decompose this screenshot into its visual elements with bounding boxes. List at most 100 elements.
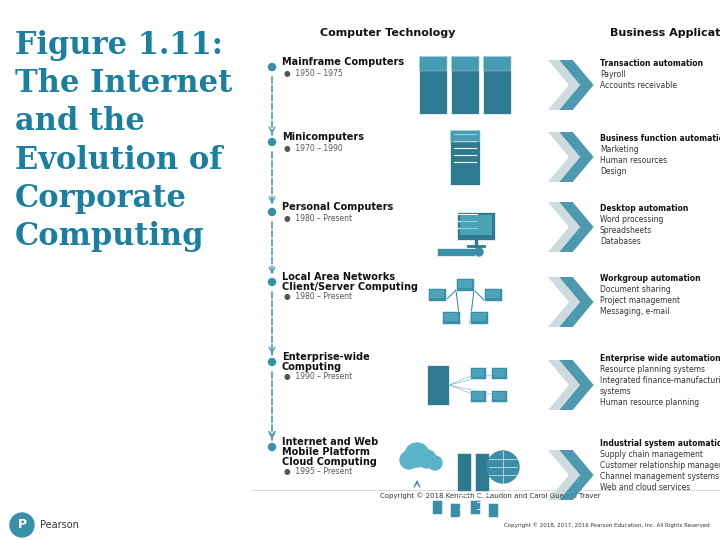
Text: Cloud Computing: Cloud Computing: [282, 457, 377, 467]
Circle shape: [269, 138, 276, 145]
Text: Local Area Networks: Local Area Networks: [282, 272, 395, 282]
Bar: [427, 365, 449, 405]
Circle shape: [10, 513, 34, 537]
Text: Industrial system automation: Industrial system automation: [600, 439, 720, 448]
Circle shape: [269, 64, 276, 71]
Bar: [457, 453, 471, 491]
Polygon shape: [548, 132, 582, 182]
Text: Project management: Project management: [600, 296, 680, 305]
Bar: [493, 369, 505, 377]
Bar: [484, 288, 502, 301]
Text: ●  1990 – Present: ● 1990 – Present: [284, 372, 352, 381]
Text: Workgroup automation: Workgroup automation: [600, 274, 701, 283]
Text: ●  1980 – Present: ● 1980 – Present: [284, 292, 352, 301]
Text: Document sharing: Document sharing: [600, 285, 671, 294]
Circle shape: [405, 443, 429, 467]
Bar: [486, 290, 500, 298]
Bar: [437, 248, 475, 256]
Bar: [450, 130, 480, 185]
Text: Copyright © 2018, 2017, 2016 Pearson Education, Inc. All Rights Reserved: Copyright © 2018, 2017, 2016 Pearson Edu…: [505, 522, 710, 528]
Text: Messaging, e-mail: Messaging, e-mail: [600, 307, 670, 316]
Bar: [475, 453, 489, 491]
Circle shape: [428, 456, 442, 470]
Polygon shape: [559, 202, 593, 252]
Bar: [470, 311, 488, 324]
Text: Customer relationship management: Customer relationship management: [600, 461, 720, 470]
Text: Spreadsheets: Spreadsheets: [600, 226, 652, 235]
Circle shape: [269, 279, 276, 286]
Bar: [442, 311, 460, 324]
Bar: [470, 500, 480, 514]
Text: Business function automation: Business function automation: [600, 134, 720, 143]
Bar: [428, 288, 446, 301]
Bar: [460, 215, 492, 235]
Text: Transaction automation: Transaction automation: [600, 59, 703, 68]
Bar: [491, 367, 507, 379]
Circle shape: [400, 451, 418, 469]
Circle shape: [475, 248, 483, 256]
Bar: [419, 56, 447, 114]
Polygon shape: [548, 360, 582, 410]
Bar: [488, 503, 498, 517]
Bar: [470, 367, 486, 379]
Text: Supply chain management: Supply chain management: [600, 450, 703, 459]
Polygon shape: [548, 277, 582, 327]
Text: Accounts receivable: Accounts receivable: [600, 81, 677, 90]
Bar: [419, 56, 447, 71]
Text: Minicomputers: Minicomputers: [282, 132, 364, 142]
Bar: [470, 390, 486, 402]
Polygon shape: [548, 450, 582, 500]
Polygon shape: [559, 60, 593, 110]
Bar: [483, 56, 511, 71]
Text: ●  1950 – 1975: ● 1950 – 1975: [284, 69, 343, 78]
Polygon shape: [548, 202, 582, 252]
Bar: [472, 313, 486, 321]
Bar: [472, 392, 484, 400]
Text: ●  1970 – 1990: ● 1970 – 1990: [284, 144, 343, 153]
Bar: [456, 278, 474, 291]
Bar: [458, 280, 472, 288]
Bar: [472, 369, 484, 377]
Bar: [432, 500, 442, 514]
Text: Personal Computers: Personal Computers: [282, 202, 393, 212]
Text: Business Application: Business Application: [610, 28, 720, 38]
Text: Human resources: Human resources: [600, 156, 667, 165]
Bar: [451, 56, 479, 71]
Circle shape: [487, 451, 519, 483]
Circle shape: [269, 208, 276, 215]
Bar: [430, 290, 444, 298]
Text: ●  1980 – Present: ● 1980 – Present: [284, 214, 352, 223]
Bar: [444, 313, 458, 321]
Text: Desktop automation: Desktop automation: [600, 204, 688, 213]
Text: Design: Design: [600, 167, 626, 176]
Text: ●  1995 – Present: ● 1995 – Present: [284, 467, 352, 476]
Bar: [493, 392, 505, 400]
Text: Payroll: Payroll: [600, 70, 626, 79]
Text: Marketing: Marketing: [600, 145, 639, 154]
Text: Internet and Web: Internet and Web: [282, 437, 378, 447]
Text: Mainframe Computers: Mainframe Computers: [282, 57, 404, 67]
Polygon shape: [559, 277, 593, 327]
Bar: [457, 212, 495, 240]
Bar: [451, 56, 479, 114]
Polygon shape: [559, 450, 593, 500]
Text: Web and cloud services: Web and cloud services: [600, 483, 690, 492]
Text: Word processing: Word processing: [600, 215, 663, 224]
Bar: [450, 503, 460, 517]
Polygon shape: [559, 360, 593, 410]
Text: Channel management systems: Channel management systems: [600, 472, 719, 481]
Text: Human resource planning: Human resource planning: [600, 398, 699, 407]
Bar: [483, 56, 511, 114]
Bar: [491, 390, 507, 402]
Circle shape: [269, 359, 276, 366]
Text: Resource planning systems: Resource planning systems: [600, 365, 705, 374]
Text: P: P: [17, 518, 27, 531]
Text: Computing: Computing: [282, 362, 342, 372]
Circle shape: [269, 443, 276, 450]
Text: Client/Server Computing: Client/Server Computing: [282, 282, 418, 292]
Text: Mobile Platform: Mobile Platform: [282, 447, 370, 457]
Text: Enterprise wide automation: Enterprise wide automation: [600, 354, 720, 363]
Text: systems: systems: [600, 387, 631, 396]
Text: Enterprise-wide: Enterprise-wide: [282, 352, 370, 362]
Text: Copyright © 2018 Kenneth C. Laudon and Carol Guercio Traver: Copyright © 2018 Kenneth C. Laudon and C…: [379, 492, 600, 498]
